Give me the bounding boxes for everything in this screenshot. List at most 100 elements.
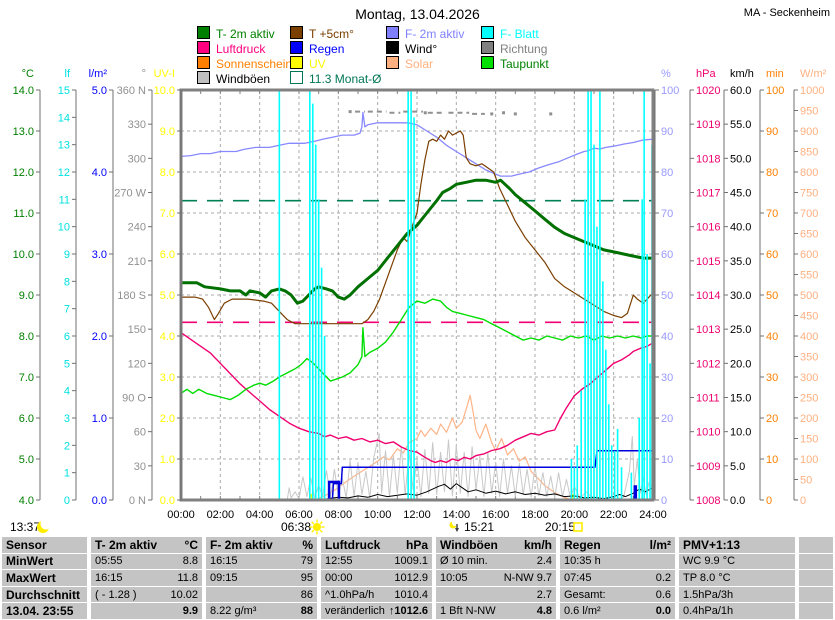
svg-text:lf: lf [65,68,71,80]
svg-text:10: 10 [58,222,70,234]
svg-text:1010: 1010 [696,427,720,439]
cell-label: 07:45 [564,571,592,584]
marker-moonset: 15:21 [449,520,494,534]
svg-text:600: 600 [800,249,818,261]
cell-value: 88 [300,605,313,618]
svg-text:1008: 1008 [696,495,720,507]
svg-text:400: 400 [800,331,818,343]
svg-text:850: 850 [800,147,818,159]
svg-text:9: 9 [64,249,70,261]
svg-text:3.0: 3.0 [92,249,107,261]
series-humidity-2m [181,111,653,177]
svg-text:1: 1 [64,468,70,480]
svg-text:150: 150 [800,434,818,446]
svg-text:750: 750 [800,188,818,200]
svg-text:80: 80 [661,167,673,179]
svg-text:45.0: 45.0 [730,188,751,200]
table-cell: veränderlich ↑1012.6 [321,603,432,619]
cell-label: 00:00 [325,571,353,584]
table-cell: ^1.0hPa/h 1010.4 [321,586,432,603]
svg-text:50.0: 50.0 [730,153,751,165]
svg-text:10: 10 [766,454,778,466]
cell-value: 86 [300,588,313,601]
cell-label: Sensor [6,537,47,552]
svg-text:2: 2 [64,440,70,452]
svg-text:4.0: 4.0 [19,495,34,507]
svg-text:360 N: 360 N [117,85,146,97]
svg-text:10: 10 [661,454,673,466]
svg-text:300: 300 [128,153,146,165]
cell-value: 1012.9 [394,571,428,584]
svg-text:40: 40 [766,331,778,343]
cell-value: 79 [300,555,313,568]
cell-value: 0.2 [655,571,671,584]
cell-label: ( - 1.28 ) [95,588,137,601]
svg-text:16:00: 16:00 [482,509,510,521]
table-rowlabel: MinWert [2,553,87,570]
svg-text:1016: 1016 [696,222,720,234]
svg-text:550: 550 [800,270,818,282]
cell-label: 12:55 [325,555,353,568]
svg-text:10.0: 10.0 [730,427,751,439]
cell-value: 2.4 [536,555,552,568]
svg-text:1018: 1018 [696,153,720,165]
cell-value: 0.0 [655,605,671,618]
cell-value: hPa [405,537,428,552]
svg-text:25.0: 25.0 [730,324,751,336]
svg-text:60: 60 [661,249,673,261]
table-cell: 10:35 h [560,553,675,570]
table-cell: 0.4hPa/1h [679,603,795,619]
svg-text:0: 0 [64,495,70,507]
cell-value: 9.9 [182,605,198,618]
svg-text:20.0: 20.0 [730,358,751,370]
cell-label: F- 2m aktiv [210,537,273,552]
svg-text:1017: 1017 [696,188,720,200]
svg-text:12: 12 [58,167,70,179]
svg-text:350: 350 [800,352,818,364]
table-cell: 9.9 [91,603,202,619]
svg-text:500: 500 [800,290,818,302]
cell-value: 8.8 [182,555,198,568]
cell-label: 0.6 l/m² [564,605,601,618]
cell-value: 2.7 [536,588,552,601]
svg-text:4.0: 4.0 [160,331,175,343]
svg-text:60.0: 60.0 [730,85,751,97]
svg-text:330: 330 [128,119,146,131]
svg-text:6.0: 6.0 [19,413,34,425]
cell-label: Ø 10 min. [440,555,488,568]
table-header-regen: Regen l/m² [560,537,675,553]
table-cell: WC 9.9 °C [679,553,795,570]
marker-sunset: 20:15 [545,520,583,534]
svg-text:30: 30 [134,461,146,473]
axes: 14.013.012.011.010.09.08.07.06.05.04.0°C… [13,68,827,507]
svg-text:120: 120 [128,358,146,370]
svg-text:13:37: 13:37 [10,520,40,534]
svg-text:3: 3 [64,413,70,425]
svg-text:14.0: 14.0 [13,85,34,97]
svg-text:240: 240 [128,222,146,234]
svg-text:11: 11 [59,194,70,206]
svg-text:30.0: 30.0 [730,290,751,302]
table-cell: 8.22 g/m³ 88 [206,603,317,619]
svg-text:900: 900 [800,126,818,138]
table-cell: 09:15 95 [206,570,317,586]
svg-text:4: 4 [64,386,70,398]
svg-text:°C: °C [22,68,34,80]
svg-text:00:00: 00:00 [167,509,195,521]
table-cell-spacer [799,570,833,586]
svg-text:14:00: 14:00 [443,509,471,521]
svg-text:35.0: 35.0 [730,256,751,268]
table-cell: Gesamt: 0.6 [560,586,675,603]
cell-value: 0.6 [655,588,671,601]
table-header-spacer [799,537,833,553]
svg-text:km/h: km/h [730,68,754,80]
series-dew-point [181,298,653,401]
cell-label: Gesamt: [564,588,606,601]
svg-text:10.0: 10.0 [13,249,34,261]
svg-text:1011: 1011 [696,393,720,405]
svg-text:800: 800 [800,167,818,179]
cell-label: 1.5hPa/3h [683,588,734,601]
svg-text:50: 50 [800,475,812,487]
svg-text:06:00: 06:00 [285,509,313,521]
cell-label: 16:15 [95,571,123,584]
